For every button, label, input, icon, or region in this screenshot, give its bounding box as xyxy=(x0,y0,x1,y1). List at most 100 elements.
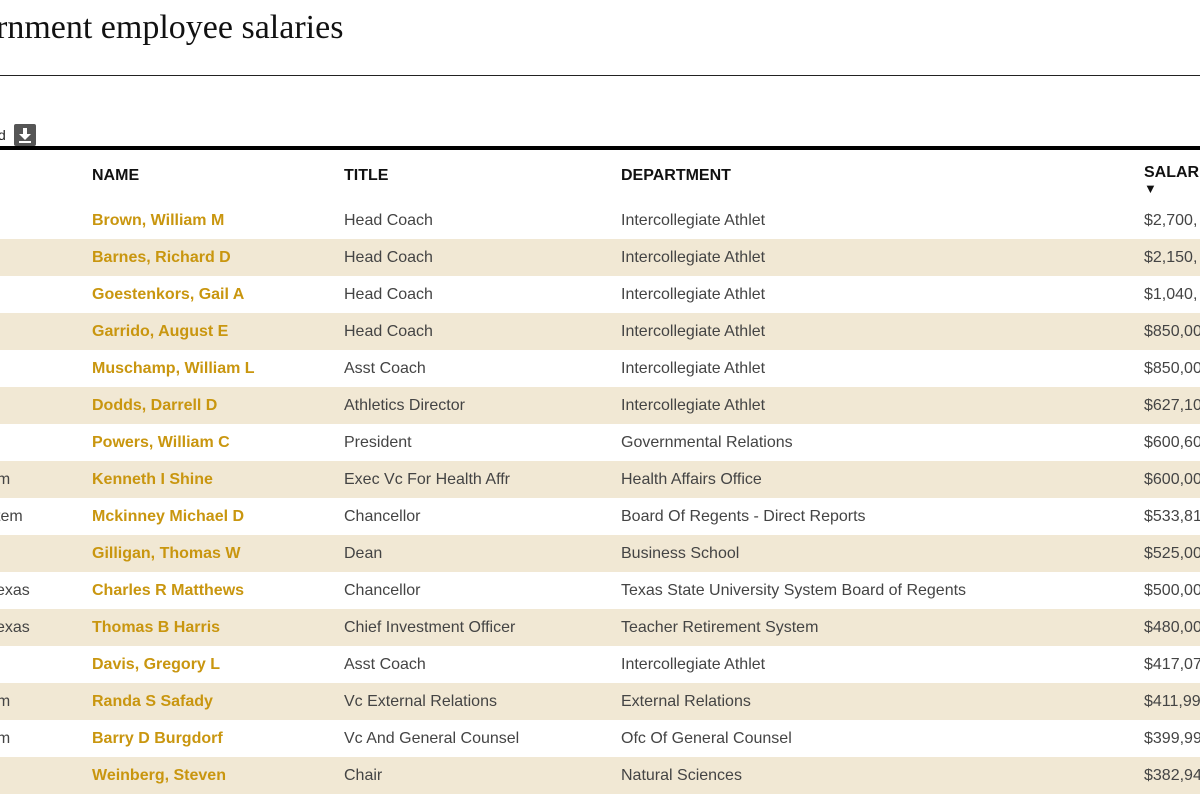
table-row: nMuschamp, William L Asst Coach Intercolle… xyxy=(0,350,1200,387)
employee-name-link[interactable]: Muschamp, William L xyxy=(92,359,255,377)
table-row: nGarrido, August E Head CoachIntercollegi… xyxy=(0,313,1200,350)
salary-cell: $2,150, xyxy=(1144,239,1200,276)
department-cell: Ofc Of General Counsel xyxy=(621,729,792,747)
salary-cell: $1,040, xyxy=(1144,285,1198,303)
table-row: nBrown, William M Head Coach Intercollegia… xyxy=(0,202,1200,239)
department-cell: Intercollegiate Athlet xyxy=(621,387,1144,424)
name-cell: Brown, William M xyxy=(92,202,344,239)
download-control[interactable]: d xyxy=(0,124,36,146)
salary-table-container[interactable]: Y NAME TITLE DEPARTMENT SALAR ▼ nBrown, … xyxy=(0,146,1200,804)
department-cell: Governmental Relations xyxy=(621,433,793,451)
title-cell: Chief Investment Officer xyxy=(344,609,621,646)
name-cell: Davis, Gregory L xyxy=(92,646,344,683)
name-cell: Barry D Burgdorf xyxy=(92,720,344,757)
salary-cell: $417,07 xyxy=(1144,655,1200,673)
employee-name-link[interactable]: Randa S Safady xyxy=(92,692,213,710)
employee-name-link[interactable]: Gilligan, Thomas W xyxy=(92,544,241,562)
column-header-department[interactable]: DEPARTMENT xyxy=(621,167,731,184)
department-cell: Texas State University System Board of R… xyxy=(621,581,967,599)
title-cell: Vc External Relations xyxy=(344,683,621,720)
name-cell: Barnes, Richard D xyxy=(92,239,344,276)
agency-cell: n xyxy=(0,535,92,572)
name-cell: Kenneth I Shine xyxy=(92,461,344,498)
title-cell: Head Coach xyxy=(344,239,621,276)
employee-name-link[interactable]: Brown, William M xyxy=(92,211,225,229)
agency-cell: n xyxy=(0,387,92,424)
title-cell: Athletics Director xyxy=(344,387,621,424)
title-cell: Asst Coach xyxy=(344,655,426,673)
title-cell: Exec Vc For Health Affr xyxy=(344,461,621,498)
title-cell: Head Coach xyxy=(344,285,433,303)
agency-cell: n xyxy=(0,239,92,276)
column-header-agency[interactable]: Y xyxy=(0,148,92,202)
employee-name-link[interactable]: Powers, William C xyxy=(92,433,230,451)
salary-table: Y NAME TITLE DEPARTMENT SALAR ▼ nBrown, … xyxy=(0,146,1200,794)
department-cell: Health Affairs Office xyxy=(621,461,1144,498)
department-cell: Intercollegiate Athlet xyxy=(621,313,1144,350)
department-cell: Intercollegiate Athlet xyxy=(621,285,766,303)
name-cell: Charles R Matthews xyxy=(92,572,344,609)
employee-name-link[interactable]: Goestenkors, Gail A xyxy=(92,285,245,303)
column-header-name[interactable]: NAME xyxy=(92,167,140,184)
employee-name-link[interactable]: Barnes, Richard D xyxy=(92,248,231,266)
department-cell: Intercollegiate Athlet xyxy=(621,655,766,673)
department-cell: Intercollegiate Athlet xyxy=(621,211,766,229)
agency-cell: n xyxy=(0,646,92,683)
title-cell: President xyxy=(344,433,412,451)
employee-name-link[interactable]: Dodds, Darrell D xyxy=(92,396,218,414)
department-cell: Natural Sciences xyxy=(621,757,1144,794)
download-label[interactable]: d xyxy=(0,127,6,143)
name-cell: Dodds, Darrell D xyxy=(92,387,344,424)
employee-name-link[interactable]: Barry D Burgdorf xyxy=(92,729,223,747)
sort-descending-icon[interactable]: ▼ xyxy=(1144,180,1157,196)
table-row: nDodds, Darrell D Athletics DirectorInter… xyxy=(0,387,1200,424)
employee-name-link[interactable]: Mckinney Michael D xyxy=(92,507,245,525)
column-header-salary-label[interactable]: SALAR xyxy=(1144,163,1200,181)
title-cell: Head Coach xyxy=(344,211,433,229)
agency-cell: em xyxy=(0,461,92,498)
employee-name-link[interactable]: Kenneth I Shine xyxy=(92,470,213,488)
title-divider xyxy=(0,75,1200,76)
agency-cell: Texas xyxy=(0,581,30,599)
column-header-salary[interactable]: SALAR ▼ xyxy=(1144,148,1200,202)
salary-cell: $500,00 xyxy=(1144,581,1200,599)
table-row: emKenneth I Shine Exec Vc For Health Affr… xyxy=(0,461,1200,498)
agency-cell: n xyxy=(0,757,92,794)
agency-cell: em xyxy=(0,683,92,720)
agency-cell: em xyxy=(0,729,11,747)
salary-cell: $2,700, xyxy=(1144,211,1198,229)
name-cell: Powers, William C xyxy=(92,424,344,461)
table-header-row: Y NAME TITLE DEPARTMENT SALAR ▼ xyxy=(0,148,1200,202)
agency-cell: n xyxy=(0,350,92,387)
department-cell: Board Of Regents - Direct Reports xyxy=(621,507,866,525)
name-cell: Weinberg, Steven xyxy=(92,757,344,794)
agency-cell: stem xyxy=(0,507,23,525)
table-row: stem Mckinney Michael D Chancellor Board Of… xyxy=(0,498,1200,535)
salary-cell: $411,99 xyxy=(1144,683,1200,720)
salary-cell: $399,99 xyxy=(1144,729,1200,747)
salary-cell: $850,00 xyxy=(1144,359,1200,377)
table-row: em Barry D Burgdorf Vc And General Counsel… xyxy=(0,720,1200,757)
salary-cell: $600,00 xyxy=(1144,461,1200,498)
salary-cell: $480,00 xyxy=(1144,609,1200,646)
department-cell: External Relations xyxy=(621,683,1144,720)
department-cell: Intercollegiate Athlet xyxy=(621,359,766,377)
table-row: nGoestenkors, Gail A Head Coach Intercolle… xyxy=(0,276,1200,313)
employee-name-link[interactable]: Thomas B Harris xyxy=(92,618,221,636)
employee-name-link[interactable]: Garrido, August E xyxy=(92,322,229,340)
agency-cell: n xyxy=(0,202,92,239)
agency-cell: n xyxy=(0,313,92,350)
salary-cell: $533,81 xyxy=(1144,507,1200,525)
employee-name-link[interactable]: Charles R Matthews xyxy=(92,581,245,599)
download-icon[interactable] xyxy=(13,124,36,146)
agency-cell: Texas xyxy=(0,609,92,646)
employee-name-link[interactable]: Weinberg, Steven xyxy=(92,766,226,784)
salary-cell: $382,94 xyxy=(1144,757,1200,794)
column-header-title[interactable]: TITLE xyxy=(344,167,389,184)
name-cell: Mckinney Michael D xyxy=(92,498,344,535)
employee-name-link[interactable]: Davis, Gregory L xyxy=(92,655,221,673)
table-row: TexasThomas B Harris Chief Investment Off… xyxy=(0,609,1200,646)
